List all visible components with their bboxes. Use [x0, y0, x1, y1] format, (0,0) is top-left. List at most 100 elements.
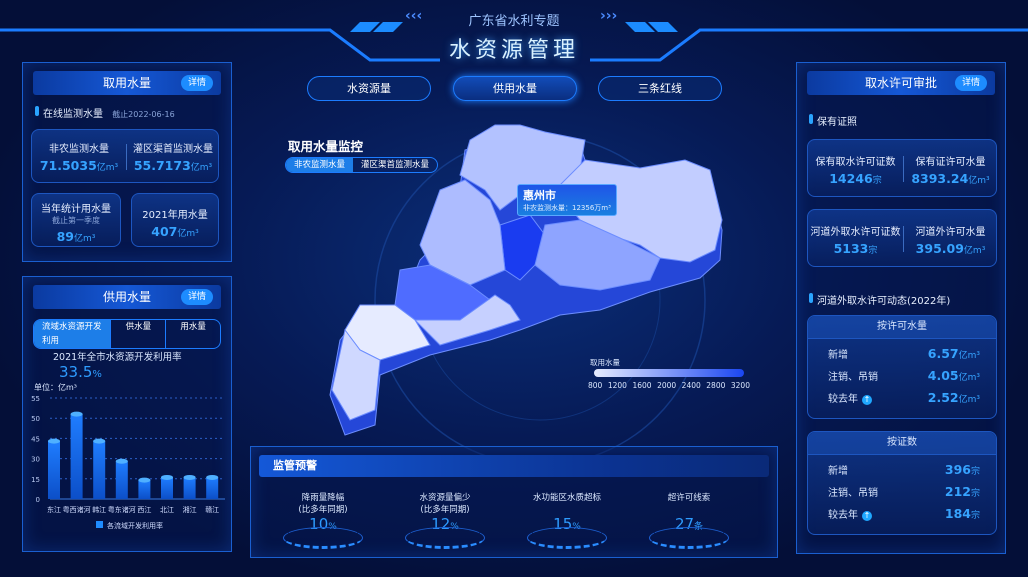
metric-irrigation: 灌区渠首监测水量 55.7173亿m³ [126, 140, 220, 174]
details-button[interactable]: 详情 [180, 289, 213, 305]
stat-row: 新增 396宗 [828, 462, 980, 477]
metric-value: 395.09 [915, 241, 964, 256]
permit-metric: 河道外取水许可证数 5133宗 [808, 223, 903, 257]
y-tick-label: 50 [31, 415, 40, 423]
stat-unit: 宗 [970, 511, 980, 521]
online-metrics-card: 非农监测水量 71.5035亿m³ 灌区渠首监测水量 55.7173亿m³ [31, 129, 219, 183]
metric-unit: 亿m³ [963, 246, 986, 256]
stat-value: 184 [944, 506, 971, 521]
legend-tick: 1600 [632, 381, 652, 390]
tab-irrigation[interactable]: 灌区渠首监测水量 [361, 160, 430, 170]
section-label: 在线监测水量 [43, 109, 103, 120]
bar [48, 441, 60, 499]
ring-decoration [527, 527, 607, 549]
ring-decoration [283, 527, 363, 549]
map-title: 取用水量监控 [288, 139, 364, 154]
legend-tick: 1200 [607, 381, 627, 390]
card-title: 按许可水量 [808, 316, 996, 339]
map-tabs: 非农监测水量 灌区渠首监测水量 [285, 157, 439, 173]
y-tick-label: 15 [31, 476, 40, 484]
card-title: 按证数 [808, 432, 996, 455]
legend-label: 各流域开发利用率 [107, 521, 163, 530]
x-tick-label: 北江 [160, 506, 174, 514]
year-stat-card: 当年统计用水量 截止第一季度 89亿m³ [31, 193, 121, 247]
panel-header: 供用水量 详情 [33, 285, 221, 309]
metric-unit: 亿m³ [74, 234, 96, 244]
stat-label: 较去年 [828, 510, 858, 521]
metric-nonagri: 非农监测水量 71.5035亿m³ [32, 140, 126, 174]
x-tick-label: 西江 [137, 506, 151, 514]
divider [903, 156, 904, 182]
tab-water-supply[interactable]: 供用水量 [453, 76, 577, 101]
legend-swatch [96, 521, 103, 528]
warning-note [634, 503, 744, 514]
stat-unit: 宗 [970, 489, 980, 499]
tab-three-red-lines[interactable]: 三条红线 [598, 76, 722, 101]
panel-header: 取用水量 详情 [33, 71, 221, 95]
metric-value: 407 [151, 224, 178, 239]
bar [183, 477, 196, 499]
x-tick-label: 湘江 [183, 505, 197, 514]
details-button[interactable]: 详情 [954, 75, 987, 91]
bar-cap [70, 411, 83, 417]
tab-basin-utilization[interactable]: 流域水资源开发利用 [34, 320, 111, 348]
permit-metric: 河道外许可水量 395.09亿m³ [903, 223, 998, 257]
chevron-right-icon: ››› [600, 8, 618, 24]
bar-cap [115, 458, 128, 464]
panel-title: 供用水量 [102, 290, 151, 304]
header: ‹‹‹ ››› 广东省水利专题 水资源管理 [0, 0, 1028, 70]
page-title: 水资源管理 [448, 38, 579, 63]
stat-row: 较去年 ↑ 2.52亿m³ [828, 390, 980, 405]
warning-item: 水资源量偏少 (比多年同期) 12% [390, 491, 500, 549]
bar-cap [183, 474, 196, 480]
bar [93, 441, 106, 499]
metric-label: 2021年用水量 [142, 210, 208, 221]
warning-note: (比多年同期) [298, 505, 348, 515]
stat-row: 新增 6.57亿m³ [828, 346, 980, 361]
permit-metric: 保有证许可水量 8393.24亿m³ [903, 153, 998, 187]
tooltip-value-row: 非农监测水量：12356万m³ [523, 203, 611, 213]
stat-label: 注销、吊销 [828, 488, 878, 499]
legend-tick: 3200 [730, 381, 750, 390]
bar-cap [93, 438, 106, 444]
x-tick-label: 韩江 [92, 505, 106, 514]
bar [138, 480, 151, 499]
by-volume-card: 按许可水量 新增 6.57亿m³ 注销、吊销 4.05亿m³ 较去年 ↑ 2.52亿m³ [807, 315, 997, 419]
by-count-card: 按证数 新增 396宗 注销、吊销 212宗 较去年 ↑ 184宗 [807, 431, 997, 535]
stat-unit: 亿m³ [958, 395, 980, 405]
warning-item: 水功能区水质超标 15% [512, 491, 622, 549]
tab-water-resources[interactable]: 水资源量 [307, 76, 431, 101]
metric-label: 非农监测水量 [49, 144, 109, 155]
warning-item: 超许可线索 27条 [634, 491, 744, 549]
water-intake-panel: 取用水量 详情 在线监测水量 截止2022-06-16 非农监测水量 71.5035… [22, 62, 232, 262]
warning-note [512, 503, 622, 514]
permit-approval-panel: 取水许可审批 详情 保有证照 保有取水许可证数 14246宗 保有证许可水量 8393.… [796, 62, 1006, 554]
tab-usage[interactable]: 用水量 [165, 320, 220, 348]
metric-label: 河道外许可水量 [915, 227, 986, 238]
legend-tick: 2400 [681, 381, 701, 390]
rate-unit: % [92, 369, 102, 380]
details-button[interactable]: 详情 [180, 75, 213, 91]
utilization-rate: 2021年全市水资源开发利用率 33.5% [53, 349, 231, 381]
header-subtitle: 广东省水利专题 [468, 14, 560, 29]
bar-cap [161, 474, 173, 480]
tooltip-label: 非农监测水量： [523, 204, 572, 212]
metric-label: 河道外取水许可证数 [810, 227, 901, 238]
metric-label: 灌区渠首监测水量 [133, 144, 213, 155]
bar [206, 477, 219, 499]
stat-unit: 亿m³ [958, 373, 980, 383]
tab-supply[interactable]: 供水量 [110, 320, 165, 348]
stat-row: 注销、吊销 212宗 [828, 484, 980, 499]
permit-metric: 保有取水许可证数 14246宗 [808, 153, 903, 187]
bar-cap [206, 474, 219, 480]
map-region [534, 219, 661, 291]
section-title: 保有证照 [809, 113, 857, 128]
map-tooltip: 惠州市 非农监测水量：12356万m³ [517, 184, 617, 216]
x-tick-label: 粤东诸河 [108, 505, 136, 514]
stat-value: 6.57 [927, 346, 959, 361]
tab-nonagri[interactable]: 非农监测水量 [286, 158, 354, 172]
supply-tabs: 流域水资源开发利用 供水量 用水量 [33, 319, 221, 349]
stat-value: 4.05 [927, 368, 959, 383]
y-tick-label: 0 [36, 496, 40, 504]
